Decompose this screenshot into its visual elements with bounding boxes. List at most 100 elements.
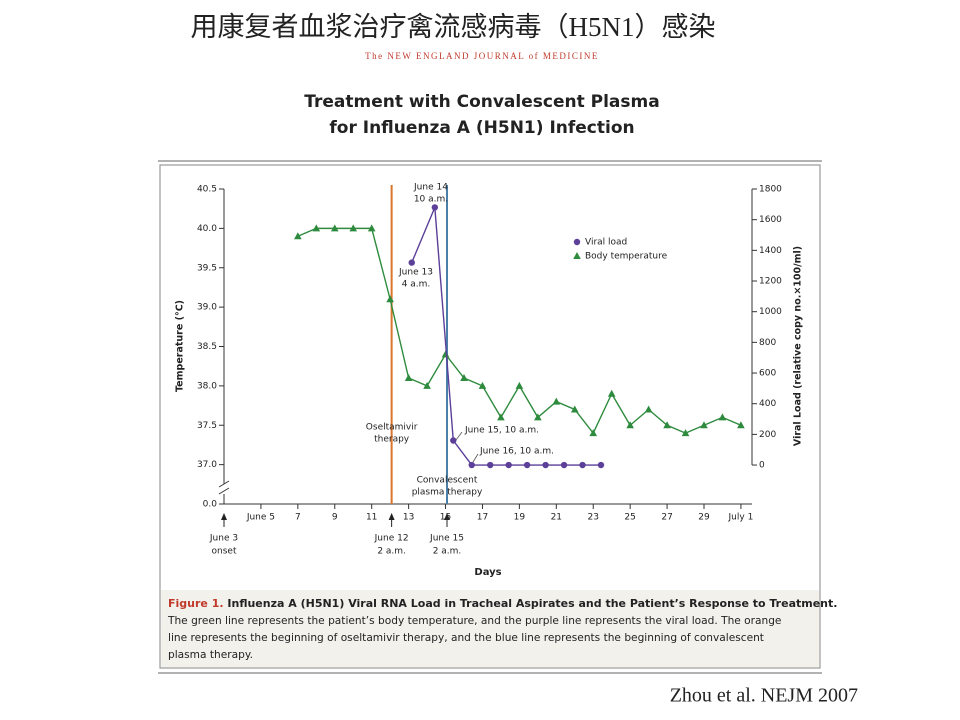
data-point	[597, 461, 605, 469]
annotation: June 13	[398, 268, 433, 278]
data-point	[450, 437, 457, 444]
therapy-label: Convalescent	[417, 476, 478, 486]
caption-line: line represents the beginning of oseltam…	[168, 632, 764, 644]
y-tick-label: 38.5	[197, 342, 217, 352]
data-point	[570, 405, 579, 413]
annotation: 10 a.m.	[414, 195, 448, 205]
marker-arrowhead	[221, 513, 227, 520]
x-tick-label: 11	[366, 513, 377, 523]
data-point	[573, 238, 581, 246]
y2-tick-label: 600	[759, 369, 776, 379]
y2-axis-label: Viral Load (relative copy no.×100/ml)	[793, 246, 804, 446]
y-tick-label: 40.0	[197, 224, 217, 234]
series-line	[297, 227, 742, 435]
data-point	[589, 429, 598, 437]
data-point	[542, 461, 549, 469]
chart-title: for Influenza A (H5N1) Infection	[329, 118, 634, 138]
marker-label: June 12	[374, 534, 409, 544]
data-point	[478, 381, 487, 389]
y2-tick-label: 1000	[759, 307, 782, 317]
data-point	[681, 429, 690, 437]
y-break-label: 0.0	[203, 500, 218, 510]
caption-heading: Figure 1. Influenza A (H5N1) Viral RNA L…	[168, 597, 837, 610]
data-point	[515, 381, 524, 389]
legend-label: Viral load	[585, 238, 627, 248]
data-point	[487, 461, 494, 469]
data-point	[294, 232, 302, 240]
data-point	[560, 461, 568, 469]
x-tick-label: June 5	[246, 513, 275, 523]
y-tick-label: 37.5	[197, 421, 217, 431]
x-tick-label: 23	[588, 513, 599, 523]
data-point	[408, 259, 415, 266]
x-axis-label: Days	[474, 567, 501, 578]
data-point	[700, 421, 708, 429]
caption-line: The green line represents the patient’s …	[167, 615, 781, 627]
data-point	[607, 389, 616, 397]
y2-tick-label: 400	[759, 399, 776, 409]
therapy-label: plasma therapy	[412, 488, 483, 498]
data-point	[523, 461, 531, 469]
therapy-label: therapy	[374, 435, 410, 445]
data-point	[460, 374, 468, 381]
leader	[455, 431, 463, 441]
y2-tick-label: 1400	[759, 246, 782, 256]
x-tick-label: 9	[332, 513, 338, 523]
axis-break	[218, 480, 230, 488]
slide-title: 用康复者血浆治疗禽流感病毒（H5N1）感染	[191, 12, 716, 42]
annotation: June 14	[413, 183, 448, 193]
y-tick-label: 39.0	[197, 303, 217, 313]
x-tick-label: 13	[403, 513, 414, 523]
figure-frame	[159, 164, 821, 669]
data-point	[367, 224, 376, 232]
data-point	[718, 413, 727, 421]
marker-label: June 3	[209, 534, 238, 544]
data-point	[497, 413, 505, 421]
leader	[472, 453, 479, 463]
caption-box	[161, 590, 819, 667]
data-point	[386, 295, 394, 303]
chart-title: Treatment with Convalescent Plasma	[304, 92, 659, 112]
data-point	[573, 252, 581, 259]
marker-arrowhead	[444, 513, 451, 520]
x-tick-label: 27	[661, 513, 672, 523]
y2-tick-label: 1200	[759, 277, 782, 287]
data-point	[534, 413, 542, 421]
caption-label: Figure 1.	[168, 597, 224, 610]
x-tick-label: 17	[477, 513, 488, 523]
data-point	[737, 421, 745, 429]
therapy-label: Oseltamivir	[366, 423, 418, 433]
x-tick-label: 21	[551, 513, 562, 523]
annotation: June 16, 10 a.m.	[479, 447, 554, 457]
data-point	[626, 421, 634, 429]
marker-label: 2 a.m.	[377, 547, 406, 557]
y2-tick-label: 1600	[759, 215, 782, 225]
y2-tick-label: 1800	[759, 185, 782, 195]
x-tick-label: 29	[698, 513, 710, 523]
y-tick-label: 39.5	[197, 263, 217, 273]
caption-title: Influenza A (H5N1) Viral RNA Load in Tra…	[227, 597, 837, 610]
data-point	[423, 381, 431, 389]
y2-tick-label: 200	[759, 430, 776, 440]
marker-label: June 15	[429, 534, 464, 544]
data-point	[431, 204, 439, 211]
annotation: June 15, 10 a.m.	[464, 426, 539, 436]
legend-label: Body temperature	[585, 252, 668, 262]
data-point	[505, 461, 512, 469]
x-tick-label: 19	[514, 513, 526, 523]
data-point	[663, 421, 671, 429]
marker-label: 2 a.m.	[433, 547, 462, 557]
x-tick-label: 7	[295, 513, 301, 523]
x-tick-label: July 1	[728, 513, 754, 523]
marker-label: onset	[212, 547, 237, 557]
y-tick-label: 37.0	[197, 460, 217, 470]
data-point	[404, 374, 413, 381]
data-point	[468, 461, 475, 469]
axis-break	[218, 487, 230, 495]
y-axis-label: Temperature (°C)	[175, 300, 186, 392]
data-point	[552, 397, 561, 405]
y2-tick-label: 0	[759, 461, 765, 471]
citation: Zhou et al. NEJM 2007	[670, 685, 858, 707]
